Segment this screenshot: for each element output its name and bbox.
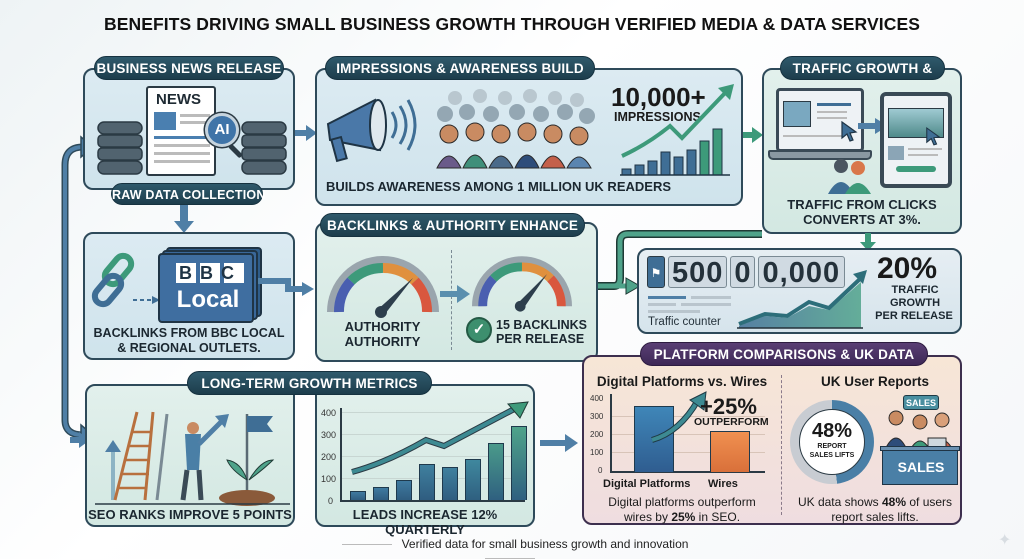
counter-digits: ⚑ 500 0 0,000 xyxy=(647,256,846,289)
uk-caption-line1: UK data shows 48% of users xyxy=(797,495,953,509)
page-title: BENEFITS DRIVING SMALL BUSINESS GROWTH T… xyxy=(104,14,920,34)
leads-trend-arrow-icon xyxy=(351,401,529,475)
bbc-logo-text: BBC xyxy=(176,263,244,283)
ai-magnifier-icon: AI xyxy=(205,113,239,147)
chain-link-icon xyxy=(91,252,135,308)
traffic-caption-line1: TRAFFIC FROM CLICKS xyxy=(787,197,937,212)
runner-icon: ⚑ xyxy=(647,256,665,288)
users-icon xyxy=(828,159,871,194)
sales-desk: SALES xyxy=(880,446,960,485)
ai-badge-label: AI xyxy=(214,121,230,138)
impressions-stat: 10,000+ xyxy=(611,82,706,112)
sales-lift-donut-chart: 48% REPORT SALES LIFTS xyxy=(790,400,874,484)
right-arrow-icon xyxy=(743,127,763,143)
platform-chart-title: Digital Platforms vs. Wires xyxy=(596,374,768,389)
donut-stat: 48% xyxy=(811,420,853,442)
uk-caption-line2: report sales lifts. xyxy=(831,510,919,524)
wires-bar xyxy=(710,431,750,472)
cursor-icon xyxy=(841,120,858,142)
donut-label-line1: REPORT xyxy=(817,443,847,450)
sales-desk-sign: SALES xyxy=(897,459,945,475)
impressions-caption: BUILDS AWARENESS AMONG 1 MILLION UK READ… xyxy=(326,179,672,194)
leads-chart: 400 300 200 100 0 xyxy=(318,390,530,506)
counter-digit-group: 0 xyxy=(730,256,755,289)
right-arrow-icon xyxy=(70,432,90,448)
digital-platforms-label: Digital Platforms xyxy=(603,478,691,490)
dashed-arrow-icon xyxy=(133,296,160,304)
right-arrow-icon xyxy=(540,434,578,452)
authority-label-line1: AUTHORITY xyxy=(344,319,421,334)
backlinks-gauge-icon xyxy=(472,256,572,312)
backlinks-label-line1: 15 BACKLINKS xyxy=(496,318,587,332)
raw-data-collection-pill: RAW DATA COLLECTION xyxy=(111,183,265,205)
divider xyxy=(781,375,782,515)
right-arrow-icon xyxy=(295,125,317,141)
megaphone-icon xyxy=(326,98,417,163)
outperform-stat: +25% xyxy=(700,394,757,419)
platform-chart: 400 300 200 100 0 xyxy=(588,391,778,477)
backlinks-label-line2: PER RELEASE xyxy=(496,332,585,346)
right-arrow-icon xyxy=(440,285,470,303)
authority-label-line2: AUTHORITY xyxy=(344,334,421,349)
counter-digit-group: 0,000 xyxy=(757,256,846,289)
trend-arrow-icon xyxy=(621,84,734,158)
authority-gauge-icon xyxy=(327,256,439,318)
down-arrow-icon xyxy=(860,233,876,251)
crowd-icon xyxy=(436,89,595,169)
newspaper-label: NEWS xyxy=(156,91,201,108)
check-icon: ✓ xyxy=(466,317,492,343)
footer-tagline: Verified data for small business growth … xyxy=(300,537,720,559)
uk-user-reports-title: UK User Reports xyxy=(820,374,930,389)
database-icon xyxy=(97,121,143,175)
counter-digit-group: 500 xyxy=(668,256,728,289)
impressions-stat-label: IMPRESSIONS xyxy=(614,110,701,124)
leads-caption: LEADS INCREASE 12% QUARTERLY xyxy=(352,507,498,537)
bbc-caption-line2: & REGIONAL OUTLETS. xyxy=(117,341,261,355)
sparkle-icon: ✦ xyxy=(998,532,1012,549)
traffic-area-chart xyxy=(737,270,867,329)
outperform-label: OUTPERFORM xyxy=(694,416,769,428)
traffic-growth-line2: GROWTH xyxy=(889,297,941,309)
platform-caption-line2: wires by 25% in SEO. xyxy=(623,510,741,524)
seo-caption: SEO RANKS IMPROVE 5 POINTS xyxy=(88,507,292,522)
down-arrow-icon xyxy=(174,205,194,233)
traffic-growth-line1: TRAFFIC xyxy=(891,284,939,296)
database-icon xyxy=(241,121,287,175)
sales-speech-bubble: SALES xyxy=(903,395,939,410)
traffic-growth-header: TRAFFIC GROWTH & xyxy=(780,56,945,80)
backlinks-authority-header: BACKLINKS & AUTHORITY ENHANCE xyxy=(320,213,585,237)
donut-label-line2: SALES LIFTS xyxy=(809,452,855,459)
traffic-caption-line2: CONVERTS AT 3%. xyxy=(803,212,921,227)
business-news-release-header: BUSINESS NEWS RELEASE xyxy=(94,56,284,80)
local-logo-text: Local xyxy=(176,286,240,313)
right-arrow-icon xyxy=(258,278,314,296)
seo-growth-scene xyxy=(95,411,290,506)
connector-arrow-icon xyxy=(598,230,762,295)
tablet-icon xyxy=(880,92,952,188)
impressions-growth-chart xyxy=(620,128,730,176)
platform-comparison-header: PLATFORM COMPARISONS & UK DATA xyxy=(640,342,928,366)
outperform-arrow-icon xyxy=(651,391,707,443)
cursor-icon xyxy=(926,126,941,146)
wires-label: Wires xyxy=(708,478,738,490)
impressions-header: IMPRESSIONS & AWARENESS BUILD xyxy=(325,56,595,80)
traffic-counter-label: Traffic counter xyxy=(648,316,721,328)
long-term-growth-header: LONG-TERM GROWTH METRICS xyxy=(187,371,432,395)
bbc-caption-line1: BACKLINKS FROM BBC LOCAL xyxy=(93,326,285,340)
platform-caption-line1: Digital platforms outperform xyxy=(608,495,756,509)
divider xyxy=(451,250,452,350)
bbc-local-logo: BBC Local xyxy=(158,253,254,323)
traffic-growth-line3: PER RELEASE xyxy=(875,310,953,322)
traffic-growth-stat: 20% xyxy=(877,252,938,285)
